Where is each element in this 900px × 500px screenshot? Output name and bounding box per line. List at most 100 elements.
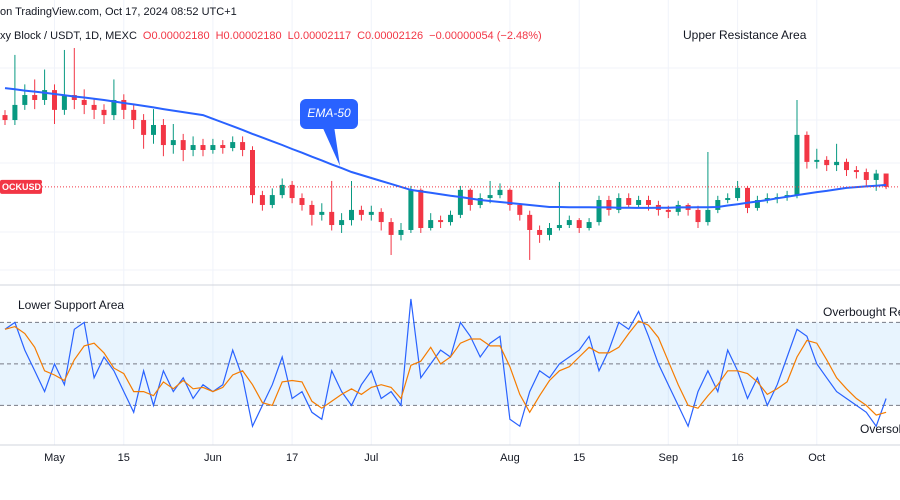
candle-body xyxy=(537,229,543,235)
x-tick-label: Jun xyxy=(204,452,222,464)
candle-body xyxy=(91,104,97,110)
header-legend: xy Block / USDT, 1D, MEXC O0.00002180 H0.0… xyxy=(0,30,542,42)
candle-body xyxy=(626,198,632,205)
header-source: on TradingView.com, Oct 17, 2024 08:52 U… xyxy=(0,6,237,18)
candle-body xyxy=(81,99,87,105)
candle-body xyxy=(32,95,38,100)
oscillator-line xyxy=(4,298,887,429)
candle-body xyxy=(12,104,18,121)
candle-body xyxy=(487,195,493,199)
candle-body xyxy=(299,198,305,205)
candle-body xyxy=(517,204,523,215)
candle-body xyxy=(22,95,28,105)
candle-body xyxy=(289,184,295,199)
candle-body xyxy=(408,189,414,230)
candle-body xyxy=(200,145,206,150)
candle-body xyxy=(438,220,444,223)
oscillator-lines xyxy=(4,298,887,429)
candle-body xyxy=(457,189,463,215)
x-tick-label: Aug xyxy=(500,452,520,464)
candle-body xyxy=(329,211,335,226)
candle-body xyxy=(151,124,156,135)
candle-body xyxy=(269,195,275,205)
ema-callout-pointer xyxy=(322,126,340,166)
candle-body xyxy=(349,209,354,221)
candle-body xyxy=(220,145,226,149)
candle-body xyxy=(616,198,622,210)
last-price-tag xyxy=(0,179,42,194)
candle-body xyxy=(309,204,315,215)
candle-body xyxy=(863,172,869,180)
candle-body xyxy=(665,209,671,212)
candle-body xyxy=(279,184,285,196)
x-tick-label: Jul xyxy=(364,452,378,464)
candle-body xyxy=(883,173,889,187)
candle-body xyxy=(250,150,255,196)
annotation: Upper Resistance Area xyxy=(683,28,807,42)
candle-body xyxy=(636,200,642,205)
candle-body xyxy=(448,214,453,223)
candle-body xyxy=(745,187,750,208)
high-value: H0.00002180 xyxy=(216,30,282,42)
ema-callout xyxy=(300,99,358,129)
last-price-label: OCKUSDT xyxy=(2,182,47,192)
candle-body xyxy=(42,90,48,100)
candle-body xyxy=(725,198,731,201)
candle-body xyxy=(794,134,800,196)
candle-body xyxy=(111,99,117,116)
candle-body xyxy=(834,161,840,166)
candle-body xyxy=(170,140,176,146)
low-value: L0.00002117 xyxy=(288,30,351,42)
candle-body xyxy=(527,214,533,230)
candle-body xyxy=(378,211,384,223)
candle-body xyxy=(715,200,721,210)
x-tick-label: Sep xyxy=(659,452,679,464)
candle-body xyxy=(190,145,196,150)
candle-body xyxy=(61,95,67,110)
ema-line xyxy=(4,87,887,209)
candle-body xyxy=(339,220,345,226)
candle-body xyxy=(358,209,364,215)
candle-body xyxy=(646,200,651,205)
candle-body xyxy=(2,115,8,121)
candle-body xyxy=(240,142,246,150)
candle-body xyxy=(388,222,394,235)
candle-body xyxy=(586,222,592,228)
candle-body xyxy=(210,145,216,150)
annotation: Oversol xyxy=(860,422,900,436)
candle-body xyxy=(735,187,741,199)
candle-body xyxy=(547,228,552,235)
x-tick-label: 16 xyxy=(731,452,743,464)
candle-body xyxy=(101,109,107,116)
annotation: Overbought Re xyxy=(823,305,900,319)
oscillator-line xyxy=(4,320,887,416)
candle-body xyxy=(705,209,711,223)
ema-callout-label: EMA-50 xyxy=(307,106,351,120)
x-tick-label: 17 xyxy=(286,452,298,464)
x-tick-label: Oct xyxy=(808,452,825,464)
candle-body xyxy=(507,189,513,205)
candle-body xyxy=(824,159,830,166)
candle-body xyxy=(695,209,701,223)
candle-body xyxy=(566,220,572,226)
candles xyxy=(2,47,889,260)
candle-body xyxy=(160,124,166,146)
candle-body xyxy=(675,204,681,212)
candle-body xyxy=(230,142,236,149)
candle-body xyxy=(576,220,582,228)
candle-body xyxy=(467,189,473,205)
candle-body xyxy=(804,134,810,162)
candle-body xyxy=(853,170,859,173)
symbol: xy Block / USDT, 1D, MEXC xyxy=(0,30,137,42)
x-tick-label: May xyxy=(44,452,65,464)
annotation: Lower Support Area xyxy=(18,298,124,312)
candle-body xyxy=(814,159,820,162)
candle-body xyxy=(754,200,760,208)
candle-body xyxy=(121,99,127,110)
candle-body xyxy=(398,229,404,235)
close-value: C0.00002126 xyxy=(357,30,423,42)
change-value: −0.00000054 (−2.48%) xyxy=(429,30,542,42)
